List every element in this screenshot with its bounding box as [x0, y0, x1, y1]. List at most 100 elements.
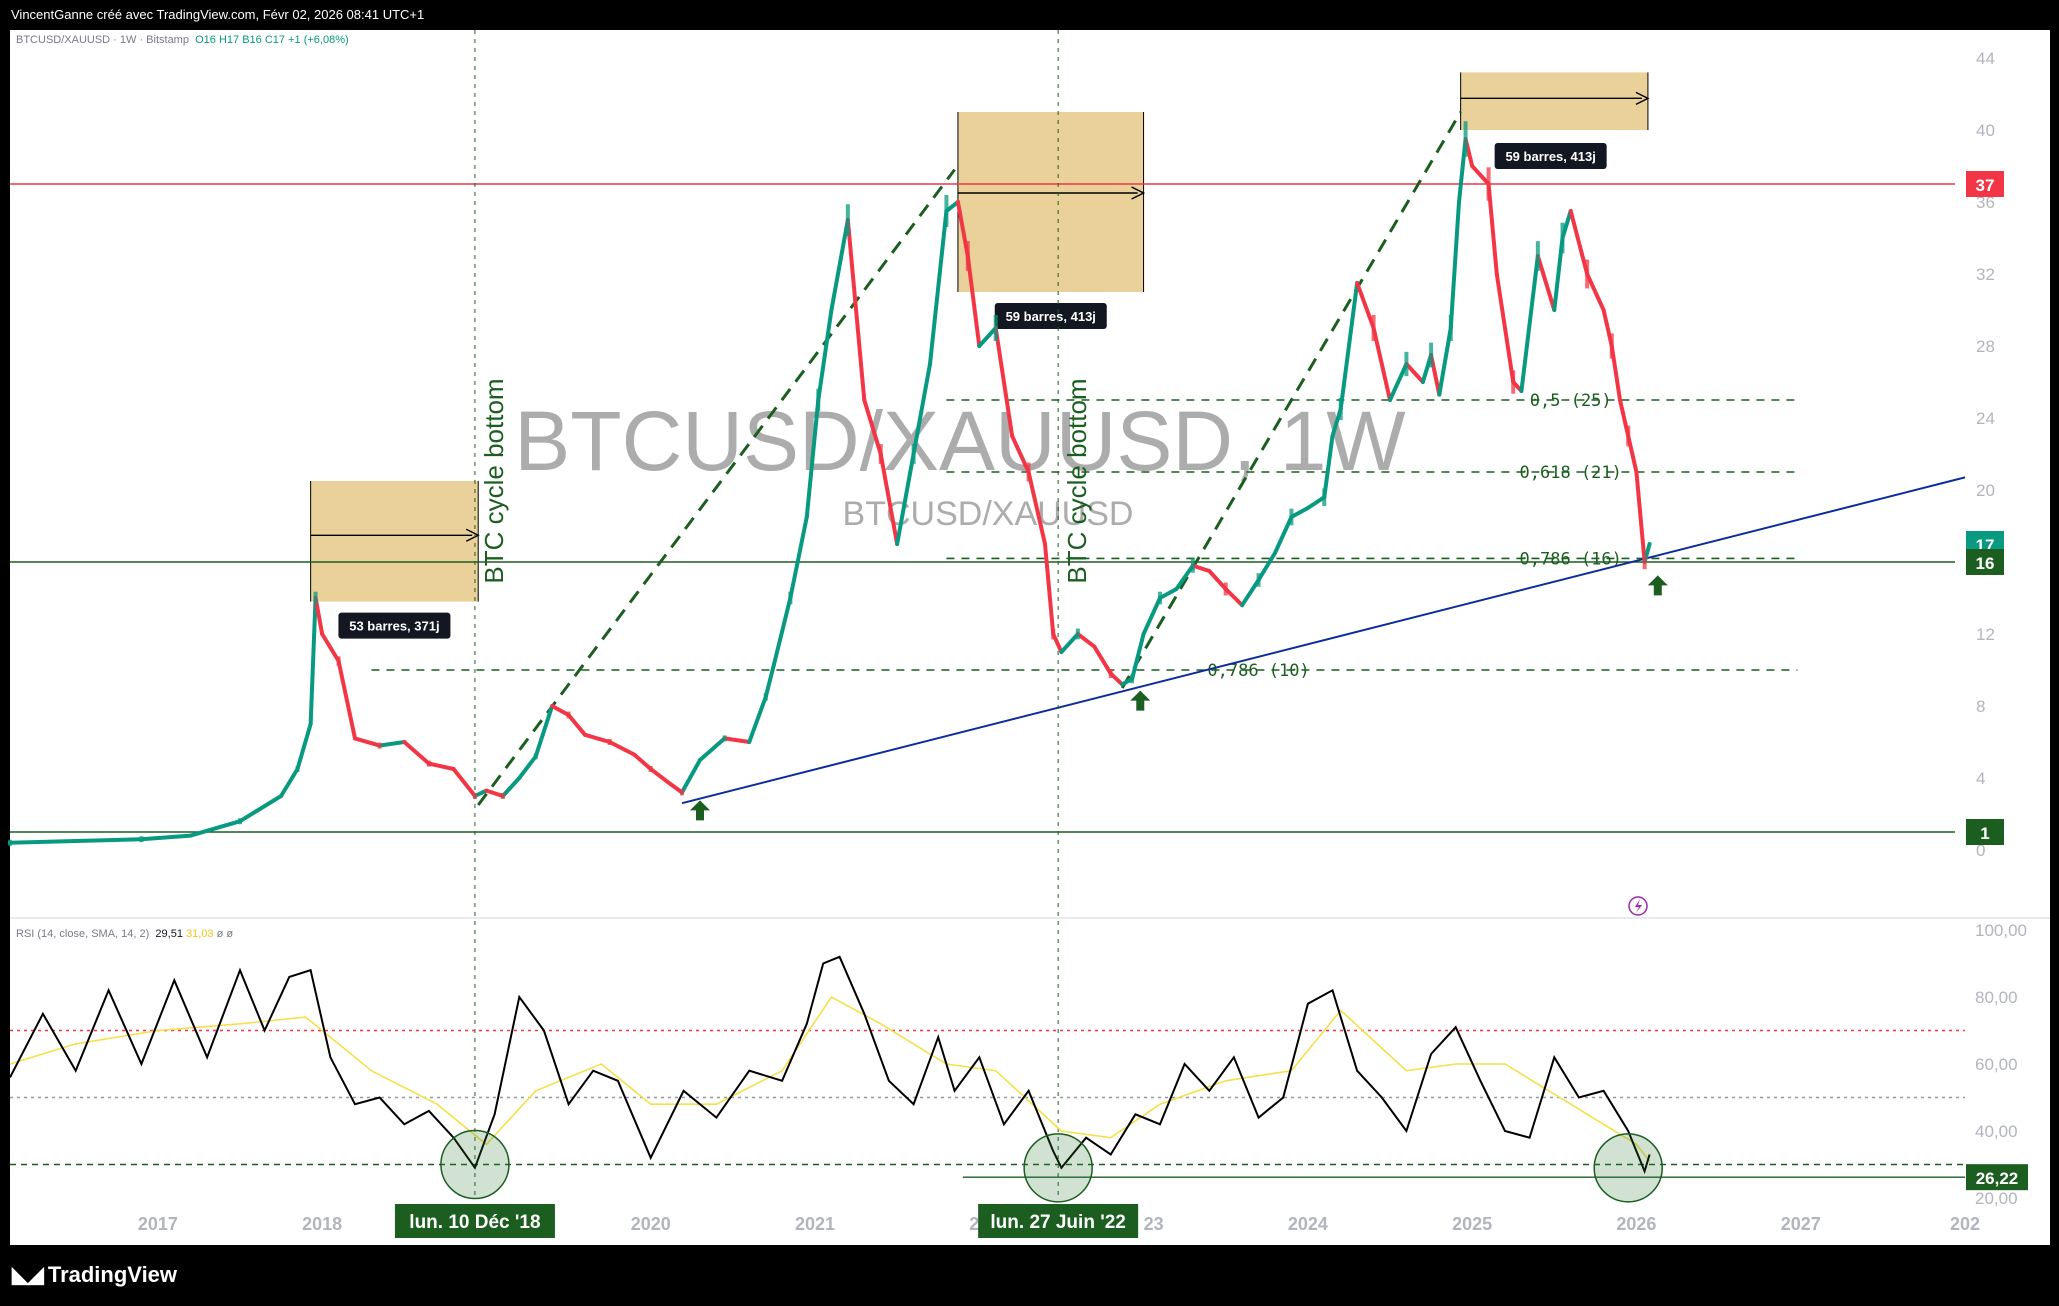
brand-label: TradingView [47, 1262, 178, 1287]
rsi-value: 29,51 [155, 928, 183, 940]
price-segment [1092, 644, 1113, 676]
tradingview-logo[interactable]: ◣◢ TradingView [12, 1262, 177, 1288]
price-segment [928, 209, 949, 366]
price-candle [8, 839, 12, 846]
fib-level-label: 0,5 (25) [1530, 391, 1612, 411]
rsi-sma-line [9, 995, 1651, 1162]
price-segment [1059, 632, 1080, 654]
time-box-label: 53 barres, 371j [338, 612, 451, 639]
price-candle [607, 739, 612, 745]
price-segment [895, 452, 916, 546]
price-candle [1223, 582, 1228, 596]
price-segment [377, 740, 407, 748]
price-candle [566, 711, 571, 719]
price-candle [472, 793, 477, 799]
fib-level-label: 0,786 (10) [1207, 661, 1309, 681]
price-segment [336, 659, 357, 741]
price-segment [1494, 272, 1516, 384]
rsi-legend: RSI (14, close, SMA, 14, 2) 29,51 31,03 … [16, 928, 233, 940]
price-candle [965, 241, 970, 271]
price-candle [139, 836, 144, 843]
price-badge-bg [1966, 171, 2004, 197]
y-axis-tick: 20 [1976, 481, 1995, 500]
alert-lightning-icon-bolt [1635, 899, 1642, 913]
up-arrow-icon [1647, 575, 1668, 596]
price-segment [402, 740, 431, 766]
x-axis-tick: 2017 [138, 1214, 178, 1234]
cycle-bottom-text: BTC cycle bottom [479, 378, 509, 583]
price-segment [1519, 254, 1540, 393]
time-box-label-text: 59 barres, 413j [1006, 309, 1096, 324]
rsi-value-badge-text: 26,22 [1976, 1169, 2019, 1188]
price-segment [426, 761, 456, 771]
price-segment [188, 819, 242, 838]
price-segment [1470, 164, 1491, 186]
price-candle [1535, 241, 1540, 271]
y-axis-tick: 0 [1976, 841, 1985, 860]
price-segment [771, 596, 793, 667]
price-candle [648, 766, 653, 772]
close-value: C17 [264, 34, 286, 46]
price-segment [139, 833, 193, 842]
price-candle [1338, 397, 1343, 421]
rsi-value-badge-bg [1966, 1164, 2028, 1191]
price-candle [1609, 333, 1614, 359]
rsi-bottom-highlight [1593, 1133, 1663, 1203]
price-candle [1560, 222, 1565, 254]
price-candle [1486, 167, 1491, 201]
price-candle [944, 195, 949, 227]
price-candle [722, 735, 727, 742]
watermark-title: BTCUSD/XAUUSD, 1W [514, 394, 1405, 488]
price-candle [911, 444, 916, 464]
price-segment [1355, 281, 1376, 330]
y-axis-tick: 28 [1976, 337, 1995, 356]
price-badge-bg [1966, 549, 2004, 575]
price-segment [845, 218, 867, 402]
time-box [957, 112, 1144, 292]
rsi-extra: ø ø [216, 928, 234, 940]
price-candle [1130, 674, 1135, 684]
footer-bar: ◣◢ TradingView [0, 1250, 2059, 1306]
y-axis-tick: 8 [1976, 697, 1985, 716]
price-segment [816, 308, 834, 402]
rsi-label: RSI (14, close, SMA, 14, 2) [16, 928, 150, 940]
tradingview-logo-icon: ◣◢ [12, 1262, 44, 1287]
y-axis-tick: 24 [1976, 409, 1995, 428]
price-segment [517, 754, 538, 780]
x-axis-tick: 2020 [631, 1214, 671, 1234]
price-badge: 37 [1966, 171, 2004, 197]
price-candle [1511, 370, 1516, 394]
price-segment [320, 632, 341, 663]
price-badge: 1 [1966, 819, 2004, 845]
price-candle [295, 766, 300, 772]
date-label: lun. 10 Déc '18 [394, 1204, 555, 1238]
credit-bar: VincentGanne créé avec TradingView.com, … [0, 0, 2059, 30]
price-segment [1305, 495, 1327, 510]
fib-level-label: 0,786 (16) [1520, 549, 1622, 569]
date-label: lun. 27 Juin '22 [978, 1204, 1139, 1238]
rsi-y-axis-tick: 100,00 [1975, 921, 2027, 940]
price-segment [73, 837, 144, 843]
price-badge-text: 16 [1976, 554, 1995, 573]
x-axis-tick: 2018 [302, 1214, 342, 1234]
price-segment [1404, 362, 1425, 384]
open-value: O16 [195, 34, 216, 46]
price-candle [1585, 259, 1590, 289]
y-axis-tick: 12 [1976, 625, 1995, 644]
rsi-y-axis-tick: 20,00 [1975, 1189, 2018, 1208]
price-candle [1158, 591, 1162, 605]
x-axis-tick: 202 [1950, 1214, 1980, 1234]
cycle-bottom-text: BTC cycle bottom [1062, 378, 1092, 583]
price-segment [308, 596, 318, 726]
price-segment [788, 515, 809, 600]
price-candle [1289, 508, 1294, 526]
price-candle [993, 314, 998, 342]
date-label-bg [978, 1204, 1139, 1238]
price-candle [313, 591, 318, 605]
price-segment [8, 839, 78, 845]
fib-level-label: 0,618 (21) [1520, 463, 1622, 483]
price-candle [1256, 573, 1261, 587]
x-axis-tick: 2021 [795, 1214, 835, 1234]
cycle-bottom-label: BTC cycle bottom [1062, 378, 1092, 583]
